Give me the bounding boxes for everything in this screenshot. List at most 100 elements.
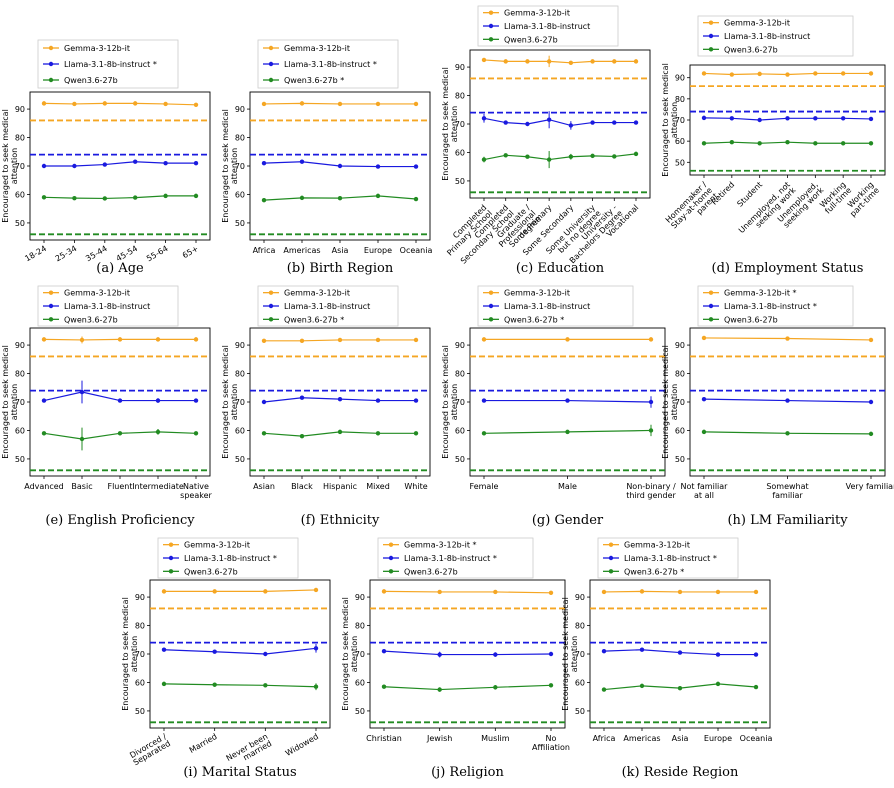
- legend-box: [37, 285, 179, 327]
- data-point: [381, 648, 387, 654]
- y-axis-label-line: Encouraged to seek medical: [441, 67, 450, 181]
- data-point: [163, 193, 168, 199]
- data-point: [493, 589, 498, 595]
- data-point: [729, 116, 735, 121]
- data-point: [729, 140, 735, 145]
- chart-panel-5: Gemma-3-12b-it Llama-3.1-8b-instruct Qwen3…: [1, 285, 213, 528]
- series-line: [43, 195, 196, 200]
- data-point: [117, 431, 123, 436]
- y-tick-label: 50: [675, 158, 685, 167]
- series-line: [43, 102, 197, 106]
- data-point: [701, 71, 707, 76]
- y-tick-label: 90: [675, 74, 685, 83]
- data-point: [41, 398, 47, 403]
- y-tick-label: 80: [235, 370, 245, 379]
- data-point: [868, 337, 874, 343]
- legend: Gemma-3-12b-it Llama-3.1-8b-instruct Qwen3…: [477, 285, 634, 327]
- x-tick-label-line: Intermediate: [132, 482, 184, 491]
- legend-marker: [48, 45, 54, 51]
- x-tick-label-line: 55-64: [145, 244, 170, 263]
- series-line: [383, 684, 552, 691]
- legend-entry: Gemma-3-12b-it: [504, 289, 570, 298]
- x-tick-label: Oceania: [740, 734, 773, 743]
- data-point: [313, 587, 319, 593]
- y-tick-label: 60: [675, 426, 685, 435]
- data-point: [612, 59, 617, 64]
- y-tick-label: 90: [15, 105, 25, 114]
- x-tick-label: Hispanic: [323, 482, 357, 491]
- data-point: [299, 338, 305, 344]
- data-point: [753, 684, 759, 690]
- data-point: [757, 71, 762, 77]
- data-point: [639, 683, 645, 689]
- x-tick-label-line: familiar: [772, 491, 803, 500]
- panel-caption: (c) Education: [516, 261, 605, 276]
- x-tick-label: Workingfull-time: [818, 180, 854, 216]
- data-point: [503, 59, 508, 64]
- data-point: [133, 195, 138, 200]
- y-axis-label-line: attention: [230, 148, 239, 185]
- data-point: [785, 140, 790, 145]
- x-tick-label: Male: [558, 482, 577, 491]
- legend-entry: Gemma-3-12b-it: [64, 44, 130, 53]
- x-tick-label-line: at all: [694, 491, 714, 500]
- y-tick-label: 50: [15, 455, 25, 464]
- legend-box: [257, 39, 399, 89]
- legend-box: [597, 537, 739, 579]
- data-point: [117, 337, 123, 342]
- data-point: [701, 396, 707, 402]
- legend-entry: Gemma-3-12b-it: [284, 289, 350, 298]
- y-tick-label: 60: [675, 137, 685, 146]
- legend-box: [157, 537, 299, 579]
- panel-caption: (f) Ethnicity: [301, 513, 380, 528]
- x-tick-label-line: 18-24: [23, 244, 48, 263]
- y-axis-label-line: attention: [130, 636, 139, 673]
- data-point: [785, 431, 790, 436]
- legend-marker: [168, 542, 174, 547]
- data-point: [72, 101, 77, 107]
- data-point: [261, 160, 267, 166]
- data-point: [299, 101, 305, 106]
- legend-entry: Qwen3.6-27b *: [504, 315, 564, 324]
- data-point: [437, 652, 442, 657]
- y-tick-label: 50: [455, 455, 465, 464]
- x-tick-label: 25-34: [54, 244, 79, 263]
- data-point: [375, 101, 381, 107]
- x-tick-label-line: Europe: [364, 246, 392, 255]
- y-axis-label-line: Encouraged to seek medical: [661, 345, 670, 459]
- x-tick-label: Married: [188, 732, 219, 755]
- data-point: [212, 589, 217, 594]
- legend-entry: Qwen3.6-27b: [724, 45, 778, 54]
- data-point: [753, 589, 759, 595]
- y-tick-label: 70: [675, 398, 685, 407]
- legend: Gemma-3-12b-it Llama-3.1-8b-instruct * Qwe…: [157, 537, 299, 579]
- data-point: [546, 117, 552, 122]
- data-point: [639, 647, 645, 652]
- legend-entry: Qwen3.6-27b *: [624, 567, 684, 576]
- x-tick-label: Jewish: [426, 734, 452, 743]
- y-axis-label: Encouraged to seek medicalattention: [1, 109, 19, 223]
- x-tick-label-line: third gender: [626, 491, 676, 500]
- y-axis-label-line: Encouraged to seek medical: [221, 345, 230, 459]
- x-tick-label-line: Non-binary /: [626, 482, 676, 491]
- legend-box: [377, 537, 534, 579]
- data-point: [413, 164, 419, 169]
- panel-caption: (d) Employment Status: [712, 261, 864, 276]
- y-axis-label-line: Encouraged to seek medical: [561, 597, 570, 711]
- data-point: [785, 116, 790, 121]
- data-point: [601, 648, 607, 654]
- x-tick-label: Christian: [366, 734, 402, 743]
- y-axis-label: Encouraged to seek medicalattention: [221, 345, 239, 459]
- data-point: [868, 71, 874, 76]
- y-axis-label-line: Encouraged to seek medical: [441, 345, 450, 459]
- y-axis-label: Encouraged to seek medicalattention: [441, 345, 459, 459]
- chart-panel-4: Gemma-3-12b-it Llama-3.1-8b-instruct Qwen3…: [661, 15, 886, 276]
- data-point: [299, 195, 305, 201]
- legend: Gemma-3-12b-it * Llama-3.1-8b-instruct * Q…: [697, 285, 854, 327]
- y-tick-label: 50: [355, 707, 365, 716]
- x-tick-label-line: Black: [291, 482, 313, 491]
- legend-entry: Qwen3.6-27b: [404, 567, 458, 576]
- legend-marker: [488, 23, 494, 29]
- y-tick-label: 60: [355, 678, 365, 687]
- y-tick-label: 60: [235, 190, 245, 199]
